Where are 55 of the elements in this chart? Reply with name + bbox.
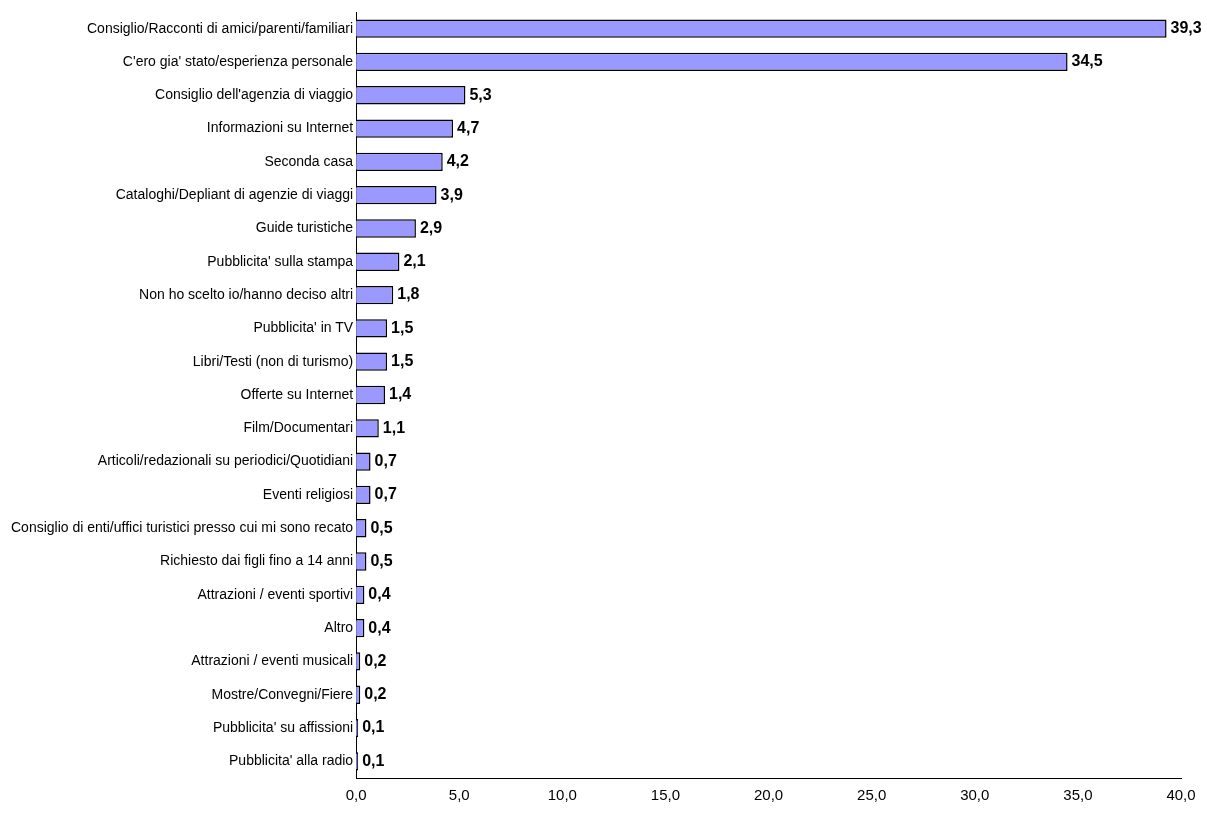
y-tick-label: Richiesto dai figli fino a 14 anni — [160, 552, 354, 569]
y-tick-label: Attrazioni / eventi sportivi — [197, 585, 354, 602]
data-label: 0,2 — [364, 685, 387, 703]
y-tick-label: Mostre/Convegni/Fiere — [211, 685, 354, 702]
x-tick-label: 5,0 — [448, 786, 470, 804]
y-tick-label: Pubblicita' in TV — [253, 319, 354, 336]
y-tick-label: Pubblicita' sulla stampa — [207, 252, 354, 269]
data-label: 1,1 — [382, 418, 406, 436]
x-tick-label: 30,0 — [960, 786, 990, 804]
data-label: 0,4 — [368, 618, 391, 636]
data-label: 0,1 — [362, 718, 385, 736]
y-tick-label: Consiglio di enti/uffici turistici presso cui mi sono recato — [10, 519, 354, 536]
y-tick-label: Pubblicita' su affissioni — [212, 718, 354, 735]
data-label: 0,7 — [374, 485, 397, 503]
data-label: 0,5 — [370, 551, 393, 569]
data-label: 4,2 — [446, 152, 470, 170]
y-tick-label: Articoli/redazionali su periodici/Quotidiani — [97, 452, 354, 469]
x-tick-label: 0,0 — [345, 786, 367, 804]
data-label: 1,5 — [391, 318, 414, 336]
x-tick-label: 15,0 — [650, 786, 681, 804]
x-tick-label: 10,0 — [547, 786, 577, 804]
y-tick-label: Altro — [324, 618, 354, 635]
x-tick-label: 20,0 — [753, 786, 784, 804]
x-tick-label: 35,0 — [1063, 786, 1093, 804]
y-tick-label: C'ero gia' stato/esperienza personale — [122, 52, 354, 69]
y-tick-label: Libri/Testi (non di turismo) — [192, 352, 354, 369]
data-label: 1,5 — [391, 352, 414, 370]
data-label: 1,8 — [397, 285, 420, 303]
data-label: 0,4 — [368, 585, 391, 603]
y-tick-label: Offerte su Internet — [240, 385, 354, 402]
data-label: 2,1 — [403, 252, 426, 270]
data-label: 2,9 — [419, 218, 443, 236]
x-tick-label: 40,0 — [1166, 786, 1196, 804]
y-tick-label: Guide turistiche — [255, 219, 354, 236]
x-tick-label: 25,0 — [857, 786, 887, 804]
y-tick-label: Film/Documentari — [243, 419, 354, 436]
y-tick-label: Eventi religiosi — [262, 485, 354, 502]
y-tick-label: Pubblicita' alla radio — [229, 752, 354, 769]
data-label: 1,4 — [388, 385, 412, 403]
y-tick-label: Cataloghi/Depliant di agenzie di viaggi — [115, 186, 354, 203]
y-tick-label: Informazioni su Internet — [206, 119, 354, 136]
y-tick-label: Consiglio/Racconti di amici/parenti/familiari — [87, 19, 354, 36]
data-label: 5,3 — [469, 85, 492, 103]
data-label: 0,2 — [364, 651, 387, 669]
y-tick-label: Seconda casa — [264, 152, 354, 169]
data-label: 0,7 — [374, 452, 397, 470]
data-label: 0,1 — [362, 751, 385, 769]
data-label: 34,5 — [1071, 52, 1103, 70]
y-tick-label: Attrazioni / eventi musicali — [191, 652, 354, 669]
y-tick-label: Non ho scelto io/hanno deciso altri — [139, 285, 354, 302]
y-tick-label: Consiglio dell'agenzia di viaggio — [155, 86, 354, 103]
data-label: 39,3 — [1170, 19, 1202, 37]
data-label: 3,9 — [440, 185, 463, 203]
data-label: 4,7 — [457, 118, 480, 136]
data-label: 0,5 — [370, 518, 393, 536]
